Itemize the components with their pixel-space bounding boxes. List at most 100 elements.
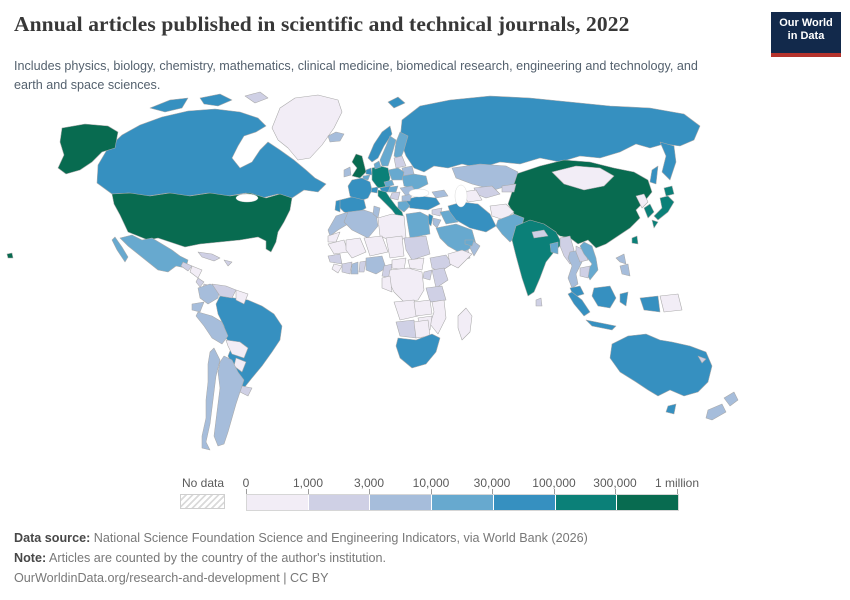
attribution-link[interactable]: OurWorldinData.org/research-and-developm… <box>14 571 329 585</box>
country-indonesia-java[interactable] <box>585 319 617 331</box>
country-caucasus[interactable] <box>431 189 449 199</box>
country-philippines[interactable] <box>615 253 627 265</box>
country-guinea[interactable] <box>331 263 343 274</box>
country-arctic-island[interactable] <box>244 91 269 104</box>
country-sudan[interactable] <box>403 235 431 261</box>
country-serbia[interactable] <box>389 191 401 201</box>
country-canada-island2[interactable] <box>199 93 233 107</box>
country-south-africa[interactable] <box>395 333 441 369</box>
country-russia-sakhalin[interactable] <box>649 165 659 185</box>
country-australia[interactable] <box>609 333 713 397</box>
country-japan-hokkaido[interactable] <box>663 185 675 197</box>
country-switzerland[interactable] <box>370 186 379 194</box>
country-ireland[interactable] <box>343 166 352 178</box>
country-honduras[interactable] <box>189 265 203 279</box>
country-north-korea[interactable] <box>635 193 649 209</box>
country-new-caledonia[interactable] <box>697 355 707 364</box>
country-bolivia[interactable] <box>225 339 249 359</box>
country-mexico-baja[interactable] <box>111 236 129 263</box>
country-ivory-coast[interactable] <box>341 261 353 275</box>
country-ukraine[interactable] <box>401 173 429 191</box>
country-poland[interactable] <box>387 167 405 181</box>
country-denmark[interactable] <box>373 160 382 170</box>
country-peru[interactable] <box>195 311 229 345</box>
country-bulgaria[interactable] <box>401 193 413 202</box>
country-chile[interactable] <box>201 347 221 451</box>
country-ghana[interactable] <box>350 261 359 275</box>
country-uae[interactable] <box>464 239 475 247</box>
country-indonesia-borneo[interactable] <box>591 285 617 309</box>
country-namibia[interactable] <box>395 319 417 339</box>
country-cuba[interactable] <box>197 251 221 262</box>
country-guyana[interactable] <box>235 289 249 305</box>
country-iran[interactable] <box>447 201 497 233</box>
country-australia-tasmania[interactable] <box>665 403 677 415</box>
country-argentina[interactable] <box>213 355 245 447</box>
country-benin[interactable] <box>358 260 367 273</box>
country-kazakhstan[interactable] <box>451 163 519 191</box>
country-somalia[interactable] <box>447 249 473 269</box>
country-kenya[interactable] <box>431 267 449 289</box>
legend-bin-3[interactable] <box>432 495 494 510</box>
country-niger[interactable] <box>363 235 389 257</box>
country-algeria[interactable] <box>343 209 379 239</box>
country-svalbard[interactable] <box>387 96 406 109</box>
country-greece[interactable] <box>397 200 411 213</box>
country-south-korea[interactable] <box>643 203 655 219</box>
country-egypt[interactable] <box>405 211 431 239</box>
country-portugal[interactable] <box>334 199 341 213</box>
country-papua-new-guinea[interactable] <box>659 293 683 313</box>
country-zambia[interactable] <box>413 299 433 317</box>
country-botswana[interactable] <box>413 319 431 339</box>
country-drc[interactable] <box>387 267 425 303</box>
country-bangladesh[interactable] <box>549 241 559 255</box>
country-costa-rica[interactable] <box>195 277 205 288</box>
country-madagascar[interactable] <box>457 307 473 341</box>
legend-bin-1[interactable] <box>308 495 371 510</box>
country-india[interactable] <box>511 219 563 297</box>
country-canada-island[interactable] <box>149 97 189 113</box>
country-japan-kyushu[interactable] <box>651 219 659 229</box>
country-new-zealand-north[interactable] <box>723 391 739 407</box>
country-france[interactable] <box>347 177 373 203</box>
country-mongolia[interactable] <box>551 165 615 191</box>
country-congo[interactable] <box>381 275 393 293</box>
country-syria[interactable] <box>431 207 443 217</box>
country-hispaniola[interactable] <box>223 259 233 267</box>
country-new-zealand-south[interactable] <box>705 403 727 421</box>
country-nigeria[interactable] <box>365 255 387 275</box>
country-taiwan[interactable] <box>631 235 639 245</box>
country-sweden[interactable] <box>379 135 397 167</box>
country-czechia[interactable] <box>383 179 395 188</box>
country-venezuela[interactable] <box>211 283 237 299</box>
legend-bin-4[interactable] <box>493 495 556 510</box>
country-sri-lanka[interactable] <box>535 297 543 307</box>
legend-bin-5[interactable] <box>555 495 618 510</box>
country-usa-alaska[interactable] <box>57 123 119 175</box>
country-indonesia-sumatra[interactable] <box>567 291 591 317</box>
country-nepal[interactable] <box>531 229 549 239</box>
country-indonesia-sulawesi[interactable] <box>619 291 629 307</box>
country-hungary[interactable] <box>387 185 399 193</box>
country-greenland[interactable] <box>271 94 343 161</box>
country-senegal[interactable] <box>327 253 343 265</box>
country-uganda[interactable] <box>422 269 433 281</box>
country-ethiopia[interactable] <box>429 254 453 273</box>
country-ecuador[interactable] <box>191 301 205 313</box>
no-data-swatch[interactable] <box>180 494 225 509</box>
country-kyrgyzstan[interactable] <box>501 183 517 193</box>
legend-bin-0[interactable] <box>247 495 309 510</box>
country-japan-honshu[interactable] <box>653 195 675 221</box>
country-saudi-arabia[interactable] <box>435 223 477 255</box>
country-iceland[interactable] <box>327 131 345 143</box>
country-chad[interactable] <box>385 235 405 259</box>
country-mozambique[interactable] <box>429 299 447 335</box>
country-guatemala[interactable] <box>180 261 193 272</box>
country-uruguay[interactable] <box>239 385 253 397</box>
country-cambodia[interactable] <box>579 265 591 279</box>
country-netherlands[interactable] <box>365 167 373 176</box>
country-philippines-south[interactable] <box>619 263 631 277</box>
country-colombia[interactable] <box>197 283 221 305</box>
country-usa-hawaii[interactable] <box>6 252 14 259</box>
legend-bin-6[interactable] <box>617 495 679 510</box>
